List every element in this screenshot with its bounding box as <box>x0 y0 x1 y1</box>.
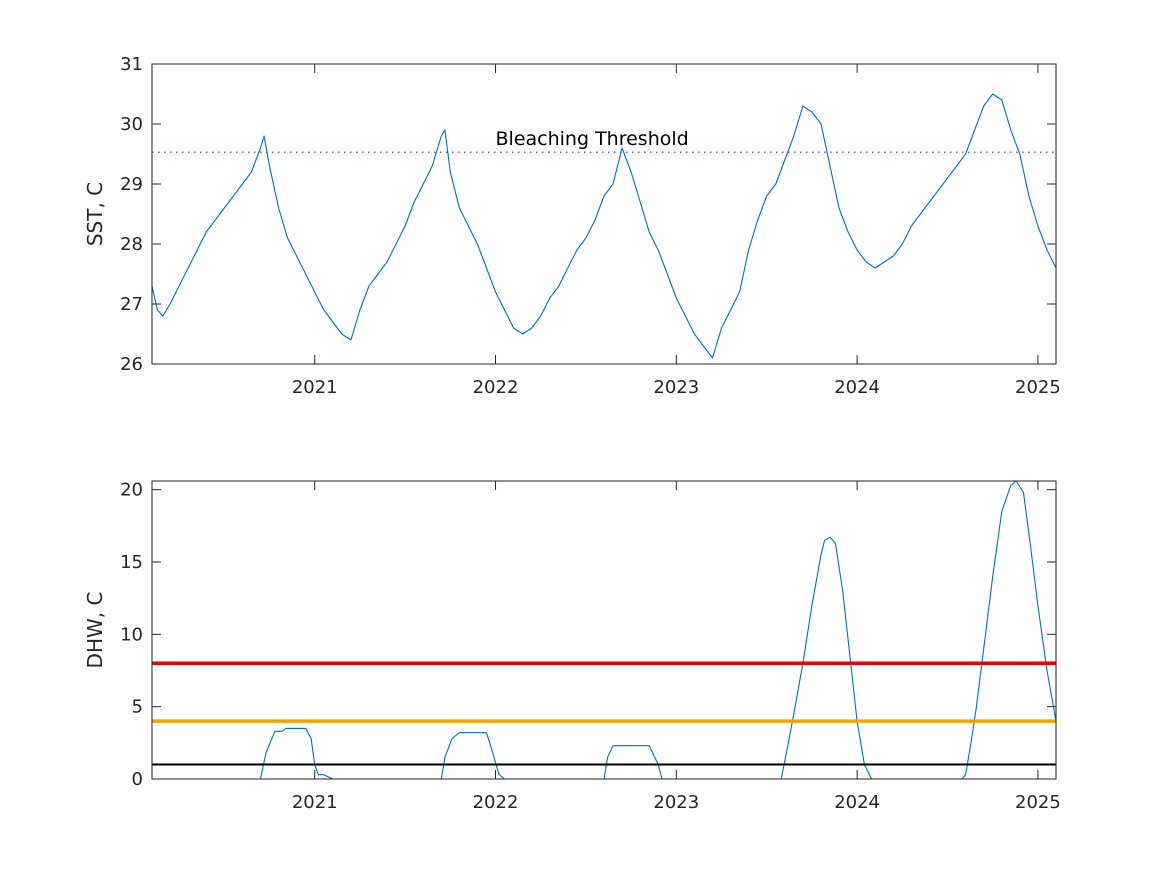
dhw-y-tick-label: 20 <box>120 480 143 501</box>
sst-y-tick-label: 28 <box>120 234 143 255</box>
dhw-y-tick-label: 5 <box>132 697 143 718</box>
sst-y-tick-label: 27 <box>120 294 143 315</box>
dhw-y-tick-label: 0 <box>132 769 143 790</box>
bleaching-threshold-label: Bleaching Threshold <box>496 128 689 150</box>
dhw-y-tick-label: 15 <box>120 552 143 573</box>
sst-x-tick-label: 2024 <box>834 377 880 398</box>
dhw-ticks: 2021 2022 2023 2024 2025 0 5 10 15 20 <box>120 480 1061 813</box>
dhw-panel: 2021 2022 2023 2024 2025 0 5 10 15 20 DHW, C <box>83 480 1061 813</box>
dhw-x-tick-label: 2021 <box>292 792 338 813</box>
dhw-x-tick-label: 2023 <box>653 792 699 813</box>
sst-series-layer <box>151 93 1057 359</box>
dhw-y-axis-label: DHW, C <box>83 592 107 669</box>
sst-ticks: 2021 2022 2023 2024 2025 26 27 28 29 30 31 <box>120 54 1061 398</box>
sst-y-tick-label: 26 <box>120 354 143 375</box>
dhw-axes-frame <box>151 480 1057 780</box>
dhw-reference-lines <box>152 661 1056 766</box>
dhw-x-tick-label: 2022 <box>473 792 519 813</box>
sst-y-tick-label: 30 <box>120 114 143 135</box>
sst-x-tick-label: 2021 <box>292 377 338 398</box>
dhw-x-tick-label: 2024 <box>834 792 880 813</box>
sst-series-line-0 <box>151 93 1057 359</box>
sst-y-tick-label: 29 <box>120 174 143 195</box>
sst-axes-frame <box>151 63 1057 365</box>
sst-x-tick-label: 2025 <box>1015 377 1061 398</box>
dhw-x-tick-label: 2025 <box>1015 792 1061 813</box>
sst-x-tick-label: 2022 <box>473 377 519 398</box>
sst-y-axis-label: SST, C <box>83 182 107 246</box>
sst-x-tick-label: 2023 <box>653 377 699 398</box>
sst-y-tick-label: 31 <box>120 54 143 75</box>
dhw-y-tick-label: 10 <box>120 624 143 645</box>
